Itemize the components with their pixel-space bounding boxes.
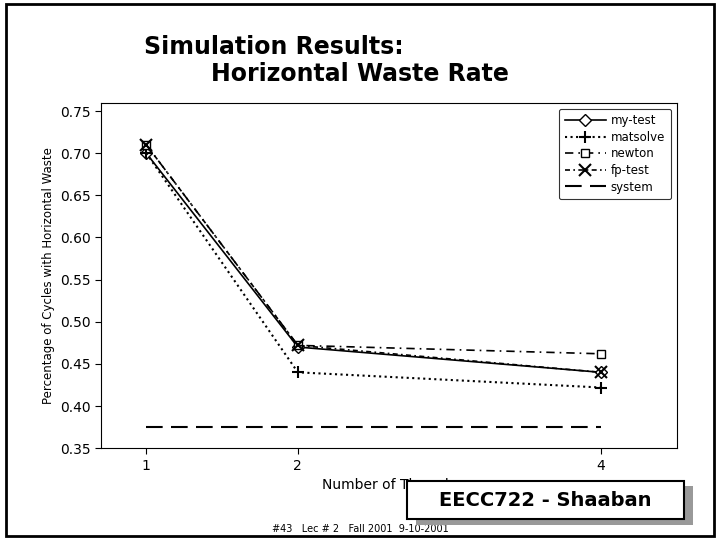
Y-axis label: Percentage of Cycles with Horizontal Waste: Percentage of Cycles with Horizontal Was… (42, 147, 55, 404)
Text: Horizontal Waste Rate: Horizontal Waste Rate (211, 62, 509, 86)
Text: Simulation Results:: Simulation Results: (144, 35, 403, 59)
X-axis label: Number of Threads: Number of Threads (322, 478, 456, 492)
Text: #43   Lec # 2   Fall 2001  9-10-2001: #43 Lec # 2 Fall 2001 9-10-2001 (271, 523, 449, 534)
Text: EECC722 - Shaaban: EECC722 - Shaaban (438, 490, 652, 510)
Legend: my-test, matsolve, newton, fp-test, system: my-test, matsolve, newton, fp-test, syst… (559, 109, 671, 199)
